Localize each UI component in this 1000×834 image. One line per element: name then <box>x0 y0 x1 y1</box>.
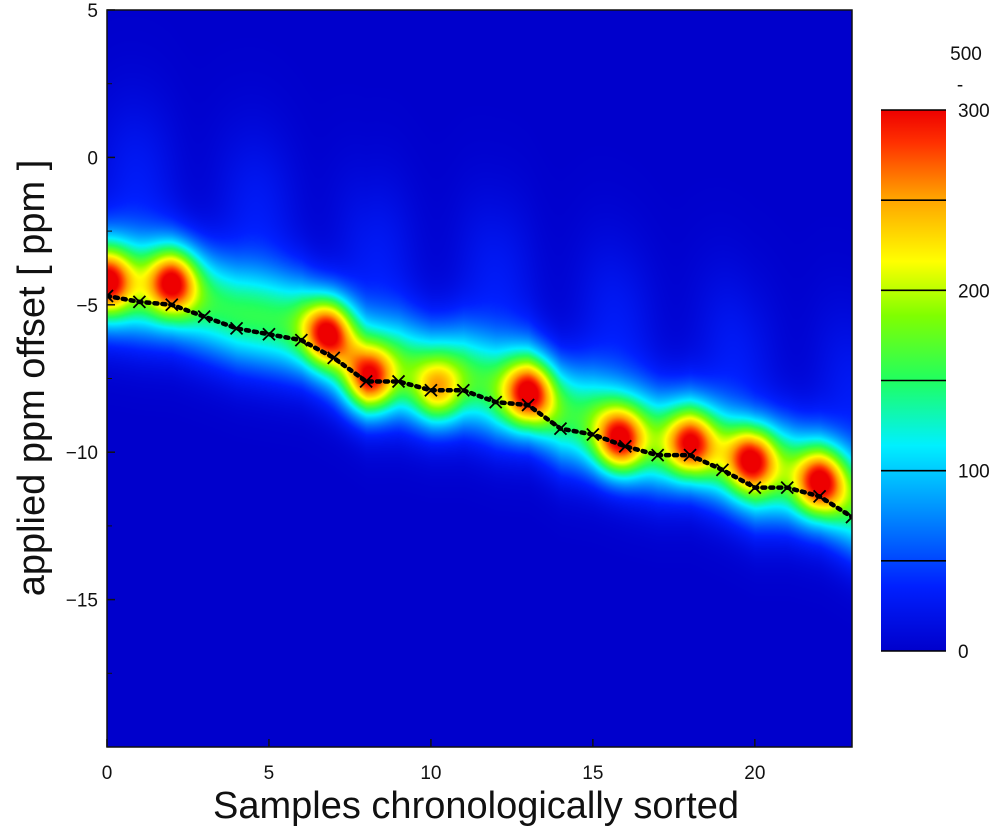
y-tick-label: −15 <box>66 591 98 612</box>
series-layer <box>107 289 852 524</box>
x-marker <box>197 309 211 324</box>
colorbar-tick-label: 300 <box>958 101 990 122</box>
x-marker <box>489 395 503 409</box>
x-marker <box>586 427 600 442</box>
x-marker <box>715 463 730 477</box>
x-marker <box>107 289 114 303</box>
x-tick-label: 5 <box>264 763 275 784</box>
x-axis: 0 5 10 15 20 <box>102 739 765 784</box>
x-marker <box>132 295 147 309</box>
x-marker <box>165 298 179 312</box>
x-marker <box>748 480 762 495</box>
x-marker <box>618 439 632 453</box>
x-axis-title: Samples chronologically sorted <box>213 785 739 827</box>
y-tick-label: −10 <box>66 443 98 464</box>
x-marker <box>553 421 568 436</box>
colorbar-tick-label: 100 <box>958 462 990 483</box>
x-marker <box>327 351 341 365</box>
y-axis: 5 0 −5 −10 −15 <box>66 1 115 674</box>
x-tick-label: 0 <box>102 763 113 784</box>
x-marker <box>812 489 827 504</box>
x-marker <box>780 480 794 495</box>
x-marker <box>683 448 697 462</box>
x-marker <box>294 333 308 347</box>
x-marker <box>651 448 665 462</box>
x-marker <box>229 321 244 336</box>
x-marker <box>262 327 276 341</box>
y-tick-label: 0 <box>87 148 98 169</box>
colorbar-tick-label: 200 <box>958 281 990 302</box>
colorbar-top-label: 500 <box>950 44 982 65</box>
x-marker <box>424 383 438 397</box>
x-tick-label: 20 <box>744 763 765 784</box>
colorbar-ticks: 0 100 200 300 <box>881 101 990 663</box>
y-axis-title: applied ppm offset [ ppm ] <box>11 160 53 597</box>
x-marker <box>845 510 852 524</box>
x-marker <box>359 374 373 389</box>
colorbar-tick-label: 0 <box>958 642 969 663</box>
y-tick-label: 5 <box>87 1 98 22</box>
plot-area <box>106 9 853 748</box>
x-marker <box>391 374 406 389</box>
x-marker <box>456 383 470 397</box>
x-marker <box>521 398 535 412</box>
series-line <box>107 293 852 520</box>
x-tick-label: 10 <box>420 763 441 784</box>
colorbar: 0 100 200 300 500 - <box>881 44 990 663</box>
y-tick-label: −5 <box>76 296 98 317</box>
heatmap-image <box>107 10 852 747</box>
x-tick-label: 15 <box>582 763 603 784</box>
colorbar-top-label-sub: - <box>957 75 963 96</box>
